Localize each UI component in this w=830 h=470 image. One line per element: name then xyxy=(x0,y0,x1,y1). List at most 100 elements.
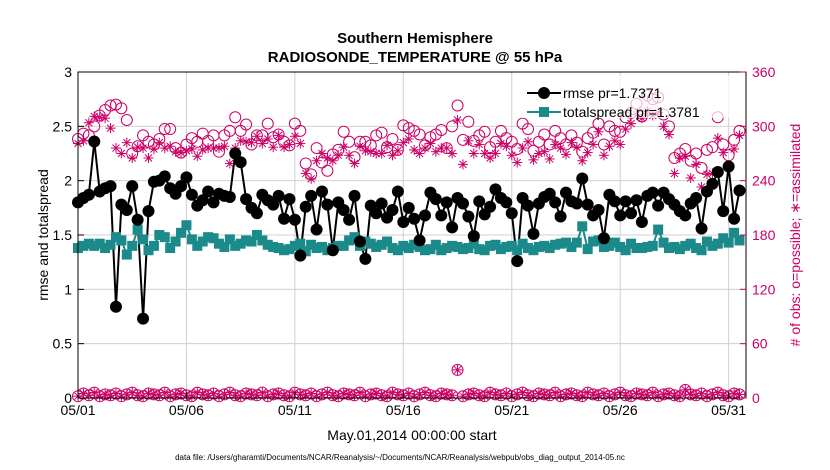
totalspread-point xyxy=(116,235,127,246)
obs-possible-point xyxy=(115,102,128,115)
obs-assimilated-point-stroke xyxy=(122,138,131,147)
obs-assimilated-point xyxy=(598,150,609,161)
data-file-footnote: data file: /Users/gharamti/Documents/NCA… xyxy=(175,453,625,462)
rmse-point xyxy=(315,185,328,198)
obs-possible-point xyxy=(462,115,475,128)
rmse-point xyxy=(619,195,632,208)
obs-possible-point xyxy=(375,126,388,139)
rmse-point xyxy=(440,196,453,209)
obs-assimilated-point xyxy=(544,153,555,164)
obs-assimilated-point-stroke xyxy=(697,183,706,191)
y2-axis-label: # of obs: o=possible; ∗=assimilated xyxy=(787,124,803,347)
obs-assimilated-point xyxy=(474,139,485,150)
rmse-point xyxy=(397,215,410,228)
rmse-point xyxy=(728,212,741,225)
rmse-point xyxy=(581,198,594,211)
obs-low-assimilated-point-stroke xyxy=(188,392,196,401)
rmse-point xyxy=(489,183,502,196)
y2-tick-label: 360 xyxy=(752,64,776,80)
obs-assimilated-point-stroke xyxy=(84,118,93,127)
obs-assimilated-point xyxy=(148,143,159,154)
obs-assimilated-point-stroke xyxy=(572,143,581,152)
rmse-point xyxy=(429,193,442,206)
rmse-point xyxy=(310,223,323,236)
obs-possible-point xyxy=(164,123,177,136)
rmse-point xyxy=(131,213,144,226)
obs-assimilated-point-stroke xyxy=(274,131,283,140)
legend-spread-label: totalspread pr=1.3781 xyxy=(563,104,700,120)
rmse-point xyxy=(359,252,372,265)
totalspread-point xyxy=(403,243,414,254)
obs-assimilated-point-stroke xyxy=(703,170,711,179)
obs-assimilated-point xyxy=(420,143,431,154)
rmse-point xyxy=(180,171,193,184)
obs-low-assimilated-point xyxy=(452,364,463,375)
obs-assimilated-point-stroke xyxy=(692,160,700,169)
rmse-point xyxy=(462,210,475,223)
totalspread-point xyxy=(224,234,235,245)
obs-assimilated-point-stroke xyxy=(589,140,597,149)
rmse-point xyxy=(722,160,735,173)
obs-assimilated-point-stroke xyxy=(177,148,185,157)
obs-assimilated-point xyxy=(235,135,246,146)
obs-assimilated-point xyxy=(457,159,468,170)
obs-assimilated-point xyxy=(376,148,387,159)
obs-assimilated-point-stroke xyxy=(296,139,305,148)
rmse-point xyxy=(690,192,703,205)
totalspread-point xyxy=(165,243,176,254)
y2-tick-label: 60 xyxy=(752,336,768,352)
totalspread-point xyxy=(289,240,300,251)
obs-assimilated-point-stroke xyxy=(486,154,494,162)
legend-rmse-label: rmse pr=1.7371 xyxy=(563,85,662,101)
obs-assimilated-point xyxy=(615,139,626,150)
rmse-point xyxy=(614,209,627,222)
totalspread-point xyxy=(723,237,734,248)
obs-low-assimilated-point-stroke xyxy=(681,385,690,394)
obs-low-assimilated-point-stroke xyxy=(735,390,744,399)
totalspread-point xyxy=(273,243,284,254)
obs-assimilated-point-stroke xyxy=(600,151,608,160)
obs-assimilated-point-stroke xyxy=(339,143,348,152)
obs-low-possible-point xyxy=(733,388,746,401)
totalspread-point xyxy=(382,236,393,247)
totalspread-point xyxy=(653,224,664,235)
obs-assimilated-point-stroke xyxy=(459,160,467,169)
obs-assimilated-point xyxy=(674,153,685,164)
chart-subtitle: RADIOSONDE_TEMPERATURE @ 55 hPa xyxy=(268,49,563,66)
obs-possible-point xyxy=(478,125,491,138)
y2-tick-label: 240 xyxy=(752,173,776,189)
y-tick-label: 0.5 xyxy=(53,336,73,352)
obs-assimilated-point xyxy=(284,139,295,150)
obs-assimilated-point-stroke xyxy=(562,150,570,159)
rmse-point xyxy=(505,207,518,220)
totalspread-point xyxy=(436,245,447,256)
totalspread-point xyxy=(197,236,208,247)
totalspread-point xyxy=(300,246,311,257)
obs-assimilated-point xyxy=(669,168,680,179)
obs-assimilated-point xyxy=(268,142,279,153)
obs-assimilated-point-stroke xyxy=(686,174,695,182)
x-tick-label: 05/26 xyxy=(603,402,638,418)
obs-low-assimilated-point-stroke xyxy=(90,388,99,397)
rmse-point xyxy=(549,196,562,209)
totalspread-point xyxy=(571,237,582,248)
obs-assimilated-point xyxy=(523,136,534,147)
obs-assimilated-point xyxy=(593,126,604,137)
rmse-point xyxy=(435,209,448,222)
obs-assimilated-point-stroke xyxy=(106,124,115,132)
totalspread-point xyxy=(279,245,290,256)
obs-assimilated-point-stroke xyxy=(220,142,229,151)
obs-low-assimilated-point-stroke xyxy=(356,388,364,397)
obs-low-assimilated-point-stroke xyxy=(648,388,657,397)
obs-assimilated-point xyxy=(83,117,94,128)
obs-assimilated-point-stroke xyxy=(323,154,332,162)
obs-assimilated-point-stroke xyxy=(182,146,191,155)
obs-low-assimilated-point-stroke xyxy=(480,392,489,401)
totalspread-point xyxy=(680,240,691,251)
rmse-point xyxy=(299,200,312,213)
totalspread-point xyxy=(560,237,571,248)
totalspread-point xyxy=(105,239,116,250)
rmse-point xyxy=(391,185,404,198)
obs-assimilated-point xyxy=(479,148,490,159)
obs-assimilated-point xyxy=(560,149,571,160)
